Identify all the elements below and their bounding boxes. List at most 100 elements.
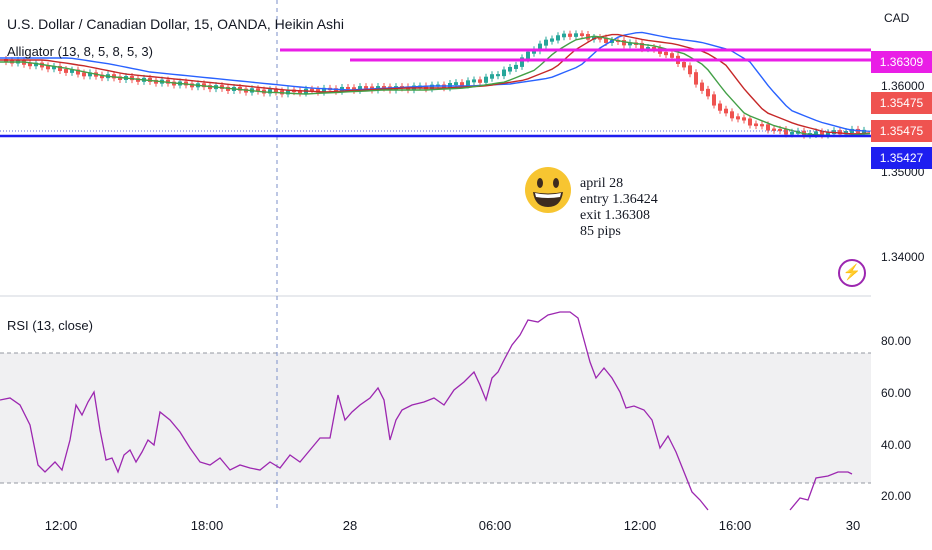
candle-body — [346, 86, 350, 90]
candle-body — [706, 88, 710, 97]
candle-body — [88, 72, 92, 77]
candle-body — [574, 33, 578, 37]
candle-body — [652, 46, 656, 50]
rsi-tick: 80.00 — [881, 334, 912, 348]
candle-body — [550, 38, 554, 42]
candle-body — [526, 51, 530, 60]
candle-body — [772, 128, 776, 131]
trade-note: april 28 entry 1.36424 exit 1.36308 85 p… — [580, 176, 658, 240]
candle-body — [466, 80, 470, 86]
candle-body — [100, 74, 104, 79]
candle-body — [538, 43, 542, 52]
price-tick: 1.36000 — [881, 79, 925, 93]
candle-body — [730, 111, 734, 119]
candle-body — [496, 74, 500, 77]
time-tick: 18:00 — [190, 518, 224, 533]
candle-body — [514, 64, 518, 69]
alligator-label[interactable]: Alligator (13, 8, 5, 8, 5, 3) — [7, 44, 153, 59]
candle-body — [382, 86, 386, 89]
rsi-tick: 60.00 — [881, 386, 912, 400]
candle-body — [430, 84, 434, 90]
candle-body — [700, 82, 704, 91]
candle-body — [358, 86, 362, 91]
candle-body — [568, 33, 572, 37]
candle-body — [454, 82, 458, 86]
time-tick: 06:00 — [478, 518, 512, 533]
candle-body — [508, 66, 512, 72]
candle-body — [562, 33, 566, 38]
candle-body — [628, 42, 632, 46]
note-line: exit 1.36308 — [580, 208, 650, 223]
candle-body — [460, 82, 464, 86]
time-tick: 16:00 — [718, 518, 752, 533]
alligator-teeth-line — [0, 33, 871, 135]
grinning-face-icon — [525, 167, 571, 213]
candle-body — [322, 87, 326, 93]
rsi-tick: 20.00 — [881, 489, 912, 503]
candle-body — [532, 49, 536, 54]
rsi-label[interactable]: RSI (13, close) — [7, 318, 93, 333]
candle-body — [604, 37, 608, 43]
candle-body — [76, 69, 80, 75]
candle-body — [286, 89, 290, 95]
candle-body — [820, 131, 824, 136]
candle-body — [694, 72, 698, 85]
candle-body — [484, 76, 488, 83]
candle-body — [622, 40, 626, 46]
candle-body — [646, 46, 650, 50]
candle-body — [670, 53, 674, 58]
candle-body — [364, 86, 368, 89]
candle-body — [718, 103, 722, 111]
note-line: 85 pips — [580, 224, 621, 239]
candle-body — [58, 65, 62, 71]
candle-body — [70, 69, 74, 73]
candle-body — [688, 65, 692, 75]
candle-body — [778, 128, 782, 132]
candle-body — [52, 65, 56, 70]
candle-body — [520, 57, 524, 67]
candle-body — [784, 129, 788, 135]
candle-body — [760, 124, 764, 127]
note-line: entry 1.36424 — [580, 192, 658, 207]
candle-body — [826, 132, 830, 136]
alligator-lips-line — [0, 35, 871, 137]
price-tag-red: 1.35475 — [871, 120, 932, 142]
currency-label: CAD — [884, 11, 910, 25]
candle-body — [82, 72, 86, 77]
candle-body — [46, 65, 50, 70]
candle-body — [580, 33, 584, 36]
candle-body — [640, 42, 644, 50]
candle-body — [268, 89, 272, 94]
candle-body — [682, 61, 686, 68]
candle-body — [712, 94, 716, 106]
candle-body — [34, 62, 38, 67]
candle-body — [838, 130, 842, 135]
time-tick: 30 — [845, 518, 861, 533]
candle-body — [502, 69, 506, 77]
rsi-band — [0, 353, 871, 483]
lightning-bolt-icon[interactable]: ⚡ — [838, 259, 866, 287]
candle-body — [844, 131, 848, 135]
candle-body — [310, 88, 314, 92]
candle-body — [352, 87, 356, 91]
time-tick: 12:00 — [623, 518, 657, 533]
candle-body — [748, 118, 752, 126]
price-tick: 1.34000 — [881, 250, 925, 264]
price-tag-blue: 1.35427 — [871, 147, 932, 169]
price-tag-magenta: 1.36309 — [871, 51, 932, 73]
candle-body — [298, 90, 302, 94]
candle-body — [478, 79, 482, 83]
candle-body — [556, 35, 560, 41]
candle-body — [472, 79, 476, 83]
time-tick: 12:00 — [44, 518, 78, 533]
note-line: april 28 — [580, 176, 624, 191]
symbol-title[interactable]: U.S. Dollar / Canadian Dollar, 15, OANDA… — [7, 16, 344, 32]
candle-body — [766, 124, 770, 131]
price-tag-red: 1.35475 — [871, 92, 932, 114]
time-tick: 28 — [342, 518, 358, 533]
rsi-line-tail — [789, 471, 853, 511]
candle-body — [736, 116, 740, 120]
candle-body — [256, 88, 260, 92]
candle-body — [28, 62, 32, 67]
